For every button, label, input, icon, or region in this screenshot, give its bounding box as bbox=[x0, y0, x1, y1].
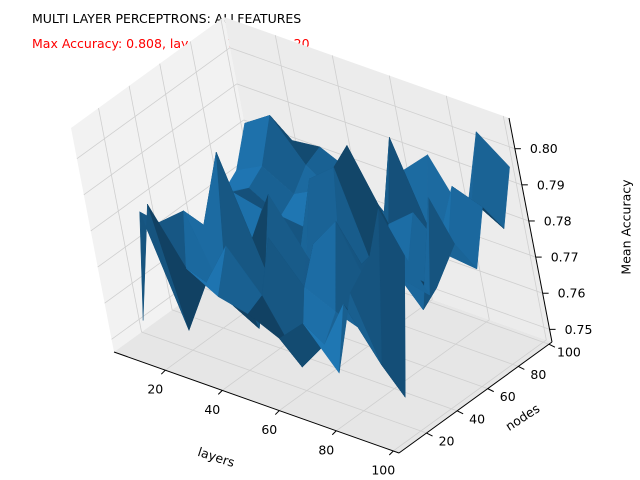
z-axis-title: Mean Accuracy bbox=[619, 179, 634, 275]
x-tick bbox=[274, 410, 280, 415]
surface-facet bbox=[350, 208, 382, 366]
x-tick-label: 40 bbox=[204, 402, 220, 417]
y-tick bbox=[487, 388, 494, 393]
grid-line-x bbox=[279, 299, 433, 411]
x-tick-label: 20 bbox=[147, 382, 163, 397]
y-tick bbox=[456, 410, 464, 415]
y-axis-line bbox=[398, 341, 553, 454]
grid-line-z bbox=[90, 119, 245, 232]
x-tick bbox=[217, 390, 223, 395]
grid-line-y bbox=[98, 107, 142, 333]
x-axis-line bbox=[113, 351, 400, 454]
y-tick-label: 20 bbox=[439, 434, 455, 449]
grid-line-x bbox=[393, 339, 547, 452]
y-tick-label: 60 bbox=[500, 389, 516, 404]
surface-plot bbox=[139, 115, 510, 398]
z-tick-label: 0.78 bbox=[544, 213, 572, 228]
z-tick-label: 0.80 bbox=[530, 141, 558, 156]
x-tick-label: 100 bbox=[371, 462, 395, 477]
z-tick-label: 0.79 bbox=[537, 177, 565, 192]
y-tick bbox=[426, 432, 433, 437]
y-tick-label: 100 bbox=[557, 345, 581, 360]
grid-line-z bbox=[76, 47, 231, 160]
x-tick bbox=[388, 450, 394, 456]
z-axis-line bbox=[508, 117, 553, 343]
y-tick-label: 40 bbox=[469, 411, 485, 426]
grid-line-y bbox=[172, 309, 458, 412]
y-tick bbox=[548, 343, 556, 348]
grid-line-x bbox=[502, 115, 547, 341]
x-axis-title: layers bbox=[196, 444, 237, 470]
x-tick bbox=[160, 369, 166, 375]
x-tick-label: 60 bbox=[261, 422, 277, 437]
x-tick bbox=[331, 430, 337, 436]
z-tick-label: 0.76 bbox=[558, 286, 586, 301]
z-tick-label: 0.77 bbox=[551, 250, 579, 265]
grid-line-z bbox=[83, 83, 238, 196]
grid-line-x bbox=[336, 319, 490, 432]
x-tick-label: 80 bbox=[318, 442, 334, 457]
y-axis-title: nodes bbox=[503, 401, 543, 434]
grid-line-y bbox=[141, 331, 427, 434]
z-tick-label: 0.75 bbox=[565, 322, 593, 337]
grid-line-z bbox=[229, 47, 516, 150]
y-tick bbox=[518, 365, 525, 370]
y-tick-label: 80 bbox=[530, 367, 546, 382]
